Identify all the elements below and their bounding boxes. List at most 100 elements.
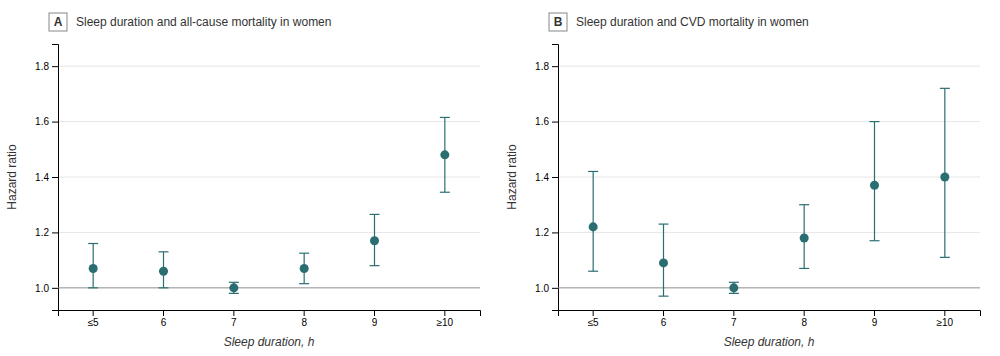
x-tick: 9 — [872, 310, 878, 328]
error-bar-cap-high — [440, 117, 450, 118]
x-tick: ≥10 — [937, 310, 954, 328]
error-bar-cap-high — [940, 88, 950, 89]
x-axis-title: Sleep duration, h — [224, 335, 315, 349]
y-tick-mark — [552, 232, 558, 233]
grid-line — [58, 232, 480, 233]
x-tick-mark — [944, 310, 945, 316]
y-tick-label: 1.4 — [535, 172, 549, 183]
point — [370, 236, 379, 245]
x-tick-label: ≤5 — [588, 317, 599, 328]
grid — [58, 66, 480, 288]
panel: 1.01.21.41.61.8≤56789≥10Sleep duration, … — [505, 13, 981, 349]
error-bar — [299, 253, 309, 283]
x-tick-mark — [163, 310, 164, 316]
chart-title: Sleep duration and CVD mortality in wome… — [576, 15, 809, 29]
point — [800, 233, 809, 242]
error-bar-cap-high — [588, 171, 598, 172]
error-bar — [729, 282, 739, 293]
x-tick-mark — [444, 310, 445, 316]
y-tick: 1.2 — [35, 227, 58, 238]
error-bar-cap-low — [659, 296, 669, 297]
x-tick: 8 — [301, 310, 307, 328]
x-tick-label: 7 — [731, 317, 737, 328]
error-bar — [799, 205, 809, 269]
error-bar-cap-high — [229, 282, 239, 283]
y-tick: 1.0 — [535, 283, 558, 294]
y-tick: 1.4 — [35, 172, 58, 183]
y-tick: 1.4 — [535, 172, 558, 183]
x-tick-mark — [874, 310, 875, 316]
error-bar-cap-high — [159, 251, 169, 252]
y-tick-mark — [52, 66, 58, 67]
x-tick-mark — [804, 310, 805, 316]
y-tick-label: 1.0 — [35, 283, 49, 294]
x-tick-mark — [304, 310, 305, 316]
y-tick-mark — [552, 66, 558, 67]
reference-line — [58, 287, 480, 288]
y-tick-mark — [552, 122, 558, 123]
error-bar-cap-high — [299, 253, 309, 254]
error-bar-cap-high — [870, 121, 880, 122]
y-tick-label: 1.6 — [535, 116, 549, 127]
x-tick-mark — [93, 310, 94, 316]
x-tick: 6 — [161, 310, 167, 328]
x-tick-label: 6 — [161, 317, 167, 328]
x-axis: ≤56789≥10 — [559, 310, 981, 328]
error-bar-cap-high — [370, 214, 380, 215]
error-bar-cap-low — [370, 265, 380, 266]
error-bar-cap-low — [440, 192, 450, 193]
y-tick: 1.2 — [535, 227, 558, 238]
y-tick-label: 1.8 — [35, 61, 49, 72]
point — [229, 283, 238, 292]
error-bar-stem — [593, 171, 594, 271]
point — [940, 172, 949, 181]
y-tick-label: 1.8 — [535, 61, 549, 72]
y-tick-label: 1.4 — [35, 172, 49, 183]
error-bar — [229, 282, 239, 293]
point — [729, 283, 738, 292]
y-tick-mark — [52, 122, 58, 123]
point — [159, 267, 168, 276]
x-axis-title: Sleep duration, h — [724, 335, 815, 349]
point — [589, 222, 598, 231]
error-bar-cap-low — [159, 287, 169, 288]
error-bar — [659, 224, 669, 296]
error-bar — [940, 88, 950, 257]
x-tick-mark — [374, 310, 375, 316]
error-bar — [370, 214, 380, 265]
x-tick: ≥10 — [437, 310, 454, 328]
grid-line — [58, 121, 480, 122]
marks — [558, 88, 980, 296]
x-tick-label: 7 — [231, 317, 237, 328]
x-tick-label: ≥10 — [437, 317, 454, 328]
y-tick: 1.8 — [535, 61, 558, 72]
error-bar — [440, 117, 450, 192]
chart-title: Sleep duration and all-cause mortality i… — [76, 15, 331, 29]
error-bar-cap-low — [940, 257, 950, 258]
grid-line — [58, 66, 480, 67]
error-bar-cap-low — [799, 268, 809, 269]
y-tick-mark — [52, 232, 58, 233]
x-tick-mark — [733, 310, 734, 316]
grid-line — [558, 177, 980, 178]
x-tick: 8 — [801, 310, 807, 328]
y-tick: 1.8 — [35, 61, 58, 72]
point — [300, 264, 309, 273]
y-tick-mark — [552, 288, 558, 289]
y-tick-label: 1.2 — [35, 227, 49, 238]
y-axis: 1.0 1.2 1.4 1.6 1.8 — [535, 45, 558, 311]
grid-line — [58, 177, 480, 178]
x-tick: ≤5 — [88, 310, 99, 328]
x-tick: 7 — [731, 310, 737, 328]
x-tick-label: 8 — [801, 317, 807, 328]
y-tick: 1.6 — [35, 116, 58, 127]
error-bar-cap-low — [729, 293, 739, 294]
x-tick-label: ≤5 — [88, 317, 99, 328]
panel-label: B — [554, 15, 563, 29]
y-axis-title: Hazard ratio — [505, 144, 519, 210]
x-tick-label: 9 — [372, 317, 378, 328]
error-bar-cap-high — [659, 224, 669, 225]
error-bar-cap-low — [870, 240, 880, 241]
error-bar-cap-low — [588, 271, 598, 272]
y-axis-line — [52, 45, 59, 311]
